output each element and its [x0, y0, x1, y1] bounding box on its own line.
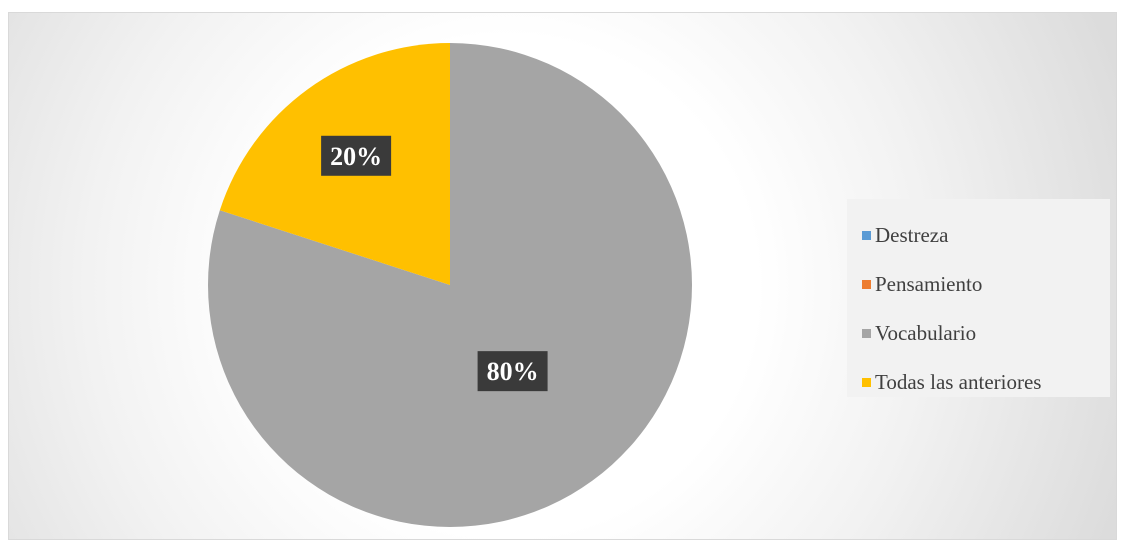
- legend-item-todas-las-anteriores: Todas las anteriores: [847, 358, 1110, 407]
- data-label: 20%: [321, 135, 392, 176]
- data-label-box: [477, 351, 548, 392]
- legend-item-vocabulario: Vocabulario: [847, 309, 1110, 358]
- legend-label: Todas las anteriores: [875, 370, 1042, 394]
- legend-swatch: [862, 231, 871, 240]
- data-label-text: 80%: [487, 357, 539, 386]
- legend-swatch: [862, 329, 871, 338]
- legend-label: Pensamiento: [875, 272, 983, 296]
- pie-chart: 80% 20%: [208, 43, 693, 527]
- legend-swatch: [862, 280, 871, 289]
- legend-item-pensamiento: Pensamiento: [847, 260, 1110, 309]
- legend-item-destreza: Destreza: [847, 211, 1110, 260]
- legend-label: Vocabulario: [875, 321, 977, 345]
- data-label-box: [321, 135, 392, 176]
- chart-area: 80% 20% Destreza Pensamiento Vocabulario …: [8, 12, 1117, 540]
- legend-swatch: [862, 378, 871, 387]
- legend: Destreza Pensamiento Vocabulario Todas l…: [847, 199, 1110, 397]
- legend-label: Destreza: [875, 223, 949, 247]
- data-label-text: 20%: [330, 142, 382, 171]
- data-label: 80%: [477, 351, 548, 392]
